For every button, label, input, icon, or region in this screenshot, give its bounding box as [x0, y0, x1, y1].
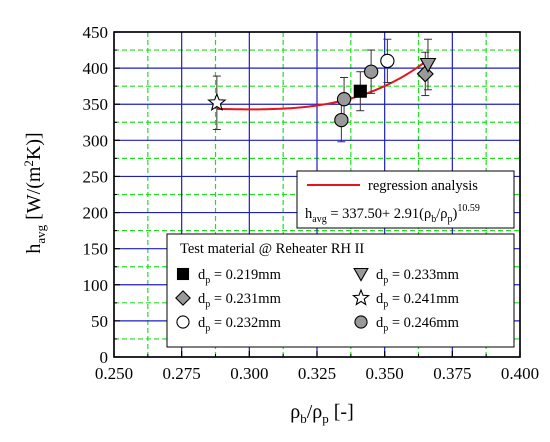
- series-legend: Test material @ Reheater RH II dp = 0.21…: [166, 233, 515, 348]
- regression-equation: havg = 337.50+ 2.91(ρb/ρp)10.59: [305, 203, 480, 225]
- x-tick-label: 0.300: [230, 364, 268, 383]
- y-tick-label: 150: [83, 240, 109, 259]
- regression-legend: regression analysis havg = 337.50+ 2.91(…: [296, 170, 515, 229]
- legend-marker: [175, 290, 191, 306]
- legend-label: dp = 0.232mm: [198, 315, 282, 334]
- y-tick-label: 100: [83, 276, 109, 295]
- regression-curve: [216, 59, 429, 111]
- data-point: [380, 53, 395, 69]
- x-tick-label: 0.375: [433, 364, 471, 383]
- x-tick-label: 0.400: [501, 364, 539, 383]
- x-tick-label: 0.350: [366, 364, 404, 383]
- error-bars: [212, 38, 432, 143]
- regression-legend-label: regression analysis: [368, 178, 478, 194]
- regression-legend-box: [296, 170, 515, 229]
- data-point: [363, 64, 379, 79]
- regression-curve-group: [216, 59, 429, 111]
- series-legend-box: [166, 233, 515, 348]
- series-legend-title: Test material @ Reheater RH II: [180, 241, 364, 257]
- y-tick-label: 300: [83, 131, 109, 150]
- legend-marker: [353, 267, 369, 282]
- y-tick-label: 200: [83, 204, 109, 223]
- data-point: [419, 57, 437, 73]
- data-point: [334, 112, 349, 128]
- tick-labels: 0.250 0.275 0.300 0.325 0.350 0.375 0.400 0 50 10…: [83, 23, 540, 383]
- y-tick-label: 400: [83, 59, 109, 78]
- legend-label: dp = 0.231mm: [198, 291, 282, 310]
- data-points: [207, 53, 437, 128]
- y-axis-title: havg [W/(m2K)]: [21, 132, 48, 253]
- y-tick-label: 0: [100, 348, 109, 367]
- y-tick-label: 250: [83, 167, 109, 186]
- series-legend-items: dp = 0.219mm dp = 0.233mm dp = 0.231mm dp =…: [175, 267, 460, 334]
- data-point: [207, 92, 227, 112]
- x-tick-label: 0.275: [163, 364, 201, 383]
- legend-label: dp = 0.246mm: [376, 315, 460, 334]
- legend-marker: [351, 288, 371, 306]
- y-tick-label: 450: [83, 23, 109, 42]
- data-point: [416, 65, 434, 83]
- legend-marker: [176, 267, 190, 281]
- data-point: [353, 84, 367, 98]
- legend-label: dp = 0.233mm: [376, 267, 460, 286]
- plot-frame: [113, 31, 521, 358]
- x-tick-label: 0.250: [95, 364, 133, 383]
- legend-label: dp = 0.219mm: [198, 267, 282, 286]
- y-tick-label: 350: [83, 95, 109, 114]
- x-tick-label: 0.325: [298, 364, 336, 383]
- y-tick-label: 50: [91, 312, 108, 331]
- legend-label: dp = 0.241mm: [376, 291, 460, 310]
- legend-marker: [354, 315, 368, 329]
- legend-marker: [176, 315, 190, 329]
- data-point: [336, 92, 352, 107]
- x-axis-title: ρb/ρp [-]: [290, 401, 354, 426]
